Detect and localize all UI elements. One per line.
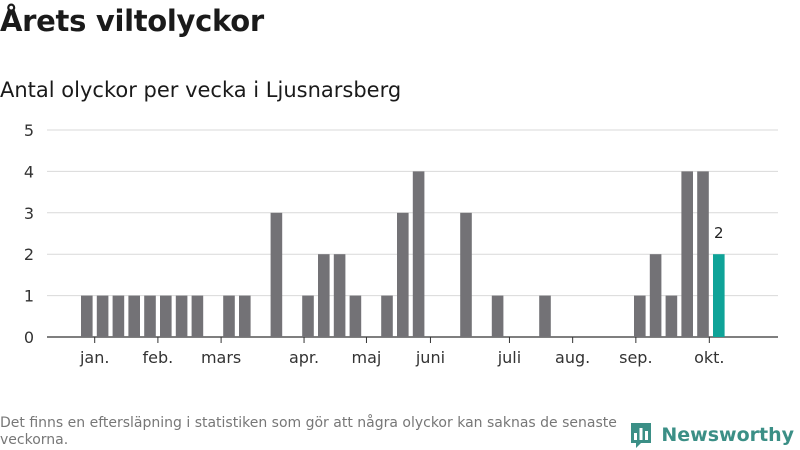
- bar: [160, 295, 172, 337]
- bar: [191, 295, 204, 337]
- bar: [539, 295, 551, 337]
- x-tick-label: aug.: [555, 348, 590, 367]
- bar: [96, 295, 109, 337]
- bar-highlight: [713, 254, 725, 337]
- bar: [239, 295, 251, 337]
- bar: [665, 295, 678, 337]
- bar: [81, 295, 93, 337]
- y-tick-label: 2: [24, 245, 34, 264]
- x-tick-label: juni: [415, 348, 445, 367]
- bar: [333, 254, 346, 337]
- chart-subtitle: Antal olyckor per vecka i Ljusnarsberg: [0, 78, 402, 102]
- x-tick-label: maj: [352, 348, 382, 367]
- bar: [270, 212, 283, 337]
- bar: [491, 295, 504, 337]
- x-tick-label: sep.: [619, 348, 652, 367]
- bar: [460, 212, 472, 337]
- bar: [349, 295, 362, 337]
- bar-chart: 0 1 2 3 4 5 2 jan. feb. mars apr. maj juni juli aug. se…: [24, 121, 778, 367]
- brand-logo: Newsworthy: [629, 420, 794, 450]
- y-tick-label: 3: [24, 204, 34, 223]
- bar: [681, 171, 693, 337]
- bar: [634, 295, 646, 337]
- y-tick-label: 5: [24, 121, 34, 140]
- chart-title: Årets viltolyckor: [0, 4, 264, 38]
- bar: [302, 295, 314, 337]
- x-tick-label: apr.: [289, 348, 319, 367]
- x-tick-label: jan.: [79, 348, 109, 367]
- x-tick-label: mars: [201, 348, 241, 367]
- data-label-highlight: 2: [714, 224, 724, 242]
- x-tick-label: okt.: [694, 348, 724, 367]
- bar: [144, 295, 156, 337]
- bar: [397, 212, 409, 337]
- bar: [412, 171, 425, 337]
- footnote: Det finns en eftersläpning i statistiken…: [0, 415, 617, 448]
- y-tick-label: 1: [24, 287, 34, 306]
- bar: [697, 171, 709, 337]
- brand-name: Newsworthy: [661, 424, 794, 446]
- x-tick-label: feb.: [143, 348, 174, 367]
- x-tick-label: juli: [497, 348, 521, 367]
- bar: [649, 254, 662, 337]
- bar: [381, 295, 393, 337]
- bar: [128, 295, 140, 337]
- y-tick-label: 0: [24, 328, 34, 347]
- bar: [223, 295, 235, 337]
- bar-chart-logo-icon: [631, 423, 652, 448]
- bar: [175, 295, 188, 337]
- bar: [112, 295, 125, 337]
- bar: [318, 254, 330, 337]
- y-tick-label: 4: [24, 162, 34, 181]
